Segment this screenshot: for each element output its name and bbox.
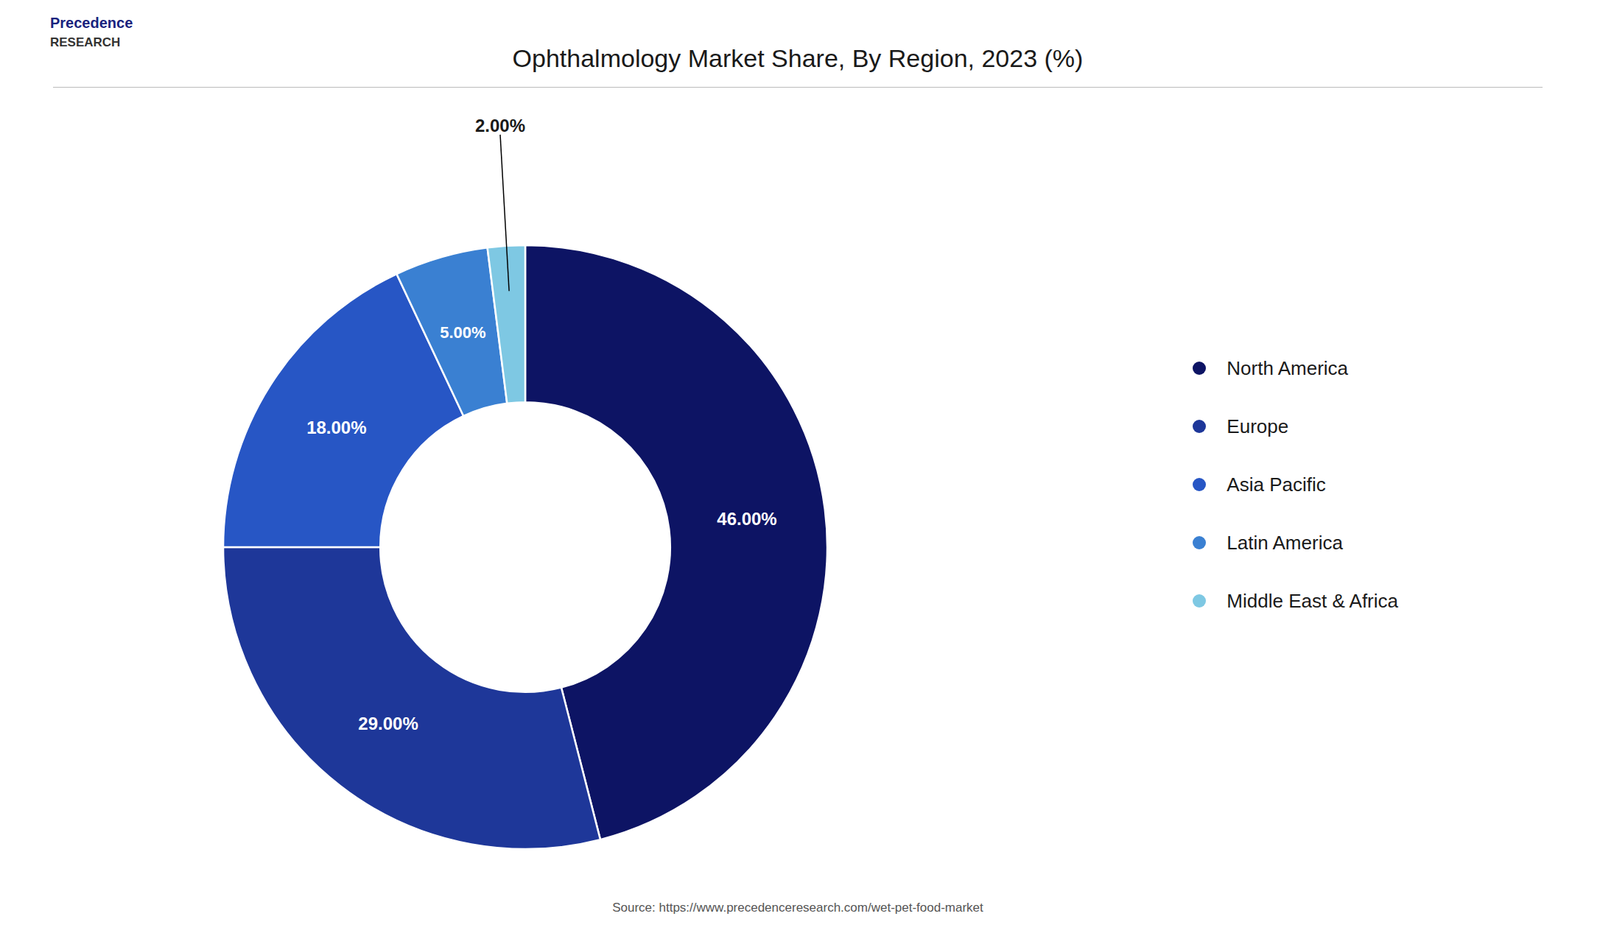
svg-text:18.00%: 18.00% bbox=[306, 417, 367, 438]
html-text:Middle East & Africa: Middle East & Africa bbox=[1226, 589, 1399, 612]
html-text:Ophthalmology Market Share, By: Ophthalmology Market Share, By Region, 2… bbox=[512, 44, 1084, 73]
html-text:Asia Pacific: Asia Pacific bbox=[1226, 473, 1326, 496]
html-text:North America: North America bbox=[1226, 356, 1349, 380]
html-text:Europe: Europe bbox=[1226, 415, 1289, 438]
svg-text:2.00%: 2.00% bbox=[475, 115, 526, 136]
html-text:RESEARCH: RESEARCH bbox=[50, 35, 121, 50]
html-text:Precedence: Precedence bbox=[50, 14, 133, 31]
html-text:Source: https://www.precedence: Source: https://www.precedenceresearch.c… bbox=[612, 900, 984, 915]
svg-text:46.00%: 46.00% bbox=[716, 509, 777, 529]
svg-text:29.00%: 29.00% bbox=[358, 713, 418, 734]
svg-text:5.00%: 5.00% bbox=[439, 323, 486, 342]
html-text:Latin America: Latin America bbox=[1226, 531, 1343, 554]
